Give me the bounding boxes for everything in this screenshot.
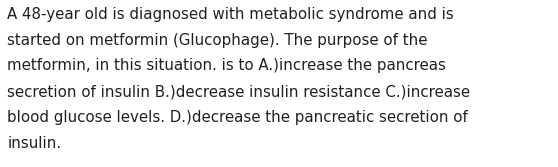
Text: A 48-year old is diagnosed with metabolic syndrome and is: A 48-year old is diagnosed with metaboli… (7, 7, 454, 22)
Text: secretion of insulin B.)decrease insulin resistance C.)increase: secretion of insulin B.)decrease insulin… (7, 84, 470, 99)
Text: started on metformin (Glucophage). The purpose of the: started on metformin (Glucophage). The p… (7, 33, 428, 48)
Text: blood glucose levels. D.)decrease the pancreatic secretion of: blood glucose levels. D.)decrease the pa… (7, 110, 468, 125)
Text: metformin, in this situation. is to A.)increase the pancreas: metformin, in this situation. is to A.)i… (7, 58, 446, 73)
Text: insulin.: insulin. (7, 136, 61, 151)
